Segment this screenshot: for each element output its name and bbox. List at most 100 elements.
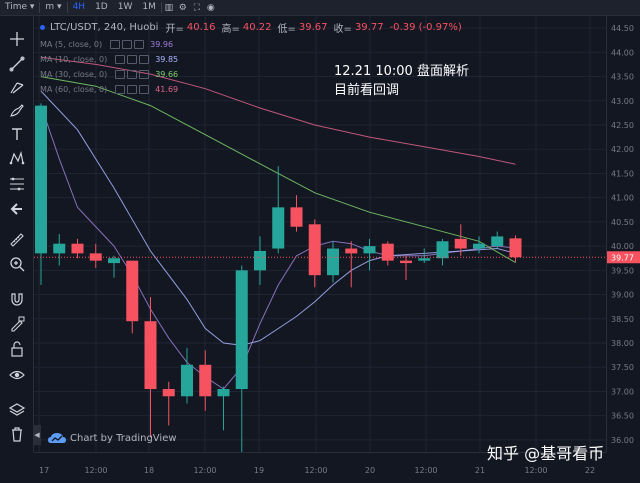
candle-body[interactable]: [108, 258, 120, 264]
candle-body[interactable]: [290, 207, 303, 227]
candle-body[interactable]: [491, 236, 504, 247]
candle-body[interactable]: [162, 389, 175, 397]
candle-body[interactable]: [272, 207, 285, 249]
layers-icon[interactable]: [6, 400, 28, 420]
low-value: 39.67: [298, 22, 328, 33]
trend-line-icon[interactable]: [6, 54, 28, 74]
timeframe-1m[interactable]: 1M: [142, 2, 156, 12]
collapse-toolbar-button[interactable]: ◀: [33, 425, 41, 445]
timeframe-1d[interactable]: 1D: [95, 2, 108, 12]
price-tick-label: 43.00: [611, 97, 634, 106]
price-tick-label: 37.50: [611, 363, 634, 372]
indicator-controls[interactable]: [115, 85, 150, 94]
candle-body[interactable]: [53, 243, 66, 254]
price-tick-label: 38.00: [611, 339, 634, 348]
eye-icon[interactable]: [115, 70, 126, 79]
timeframe-time[interactable]: Time ▾: [5, 2, 35, 12]
indicator-controls[interactable]: [110, 40, 145, 49]
candle-body[interactable]: [363, 246, 376, 254]
current-price-label: 39.77: [611, 253, 634, 262]
candle-body[interactable]: [400, 260, 412, 264]
brush-icon[interactable]: [6, 100, 28, 120]
candle-body[interactable]: [235, 270, 248, 390]
candle-body[interactable]: [345, 248, 358, 254]
symbol-name[interactable]: LTC/USDT, 240, Huobi: [50, 22, 159, 33]
candle-body[interactable]: [71, 243, 84, 254]
indicator-ma60[interactable]: MA (60, close, 0) 41.69: [40, 85, 178, 94]
eye-icon[interactable]: [110, 40, 121, 49]
timeframe-4h[interactable]: 4H: [72, 2, 86, 12]
price-axis[interactable]: 44.50 44.00 43.50 43.00 42.50 42.00 41.50 41.00…: [606, 16, 640, 452]
candle-body[interactable]: [89, 253, 102, 261]
candle-body[interactable]: [436, 241, 449, 259]
zoom-in-icon[interactable]: [6, 254, 28, 274]
candle-body[interactable]: [126, 260, 139, 322]
trash-icon[interactable]: [6, 424, 28, 444]
candle-body[interactable]: [327, 248, 339, 276]
low-label: 低=: [277, 24, 296, 35]
price-tick-label: 38.50: [611, 315, 634, 324]
indicator-ma30[interactable]: MA (30, close, 0) 39.66: [40, 70, 178, 79]
crosshair-icon[interactable]: [6, 29, 28, 49]
timeframe-1w[interactable]: 1W: [117, 2, 133, 12]
tradingview-logo[interactable]: Chart by TradingView: [48, 432, 177, 444]
price-chart[interactable]: [34, 16, 606, 452]
close-icon[interactable]: [134, 40, 145, 49]
lock-icon[interactable]: [6, 339, 28, 359]
text-icon[interactable]: [6, 124, 28, 144]
indicator-value: 39.96: [150, 40, 174, 49]
ruler-icon[interactable]: [6, 230, 28, 250]
candle-body[interactable]: [381, 243, 394, 261]
settings-icon[interactable]: [122, 40, 133, 49]
candle-body[interactable]: [35, 105, 47, 254]
candle-body[interactable]: [418, 258, 431, 261]
close-icon[interactable]: [139, 55, 150, 64]
eye-icon[interactable]: [115, 55, 126, 64]
candle-body[interactable]: [144, 321, 157, 390]
price-tick-label: 40.50: [611, 218, 634, 227]
time-tick-label: 12:00: [414, 466, 437, 475]
time-tick-label: 12:00: [84, 466, 107, 475]
fib-icon[interactable]: [6, 174, 28, 194]
candles-icon[interactable]: ▥: [164, 2, 174, 13]
price-tick-label: 36.00: [611, 436, 634, 445]
eye-icon[interactable]: [6, 365, 28, 385]
ma-line-2: [40, 76, 516, 264]
settings-icon[interactable]: ⚙: [178, 2, 187, 13]
settings-icon[interactable]: [127, 55, 138, 64]
high-value: 40.22: [242, 22, 272, 33]
candle-body[interactable]: [308, 224, 321, 276]
price-tick-label: 43.50: [611, 73, 634, 82]
candle-body[interactable]: [473, 243, 485, 249]
price-tick-label: 44.00: [611, 48, 634, 57]
lock-pencil-icon[interactable]: [6, 314, 28, 334]
candle-body[interactable]: [454, 238, 467, 249]
close-value: 39.77: [354, 22, 384, 33]
indicator-value: 39.85: [155, 55, 179, 64]
candle-body[interactable]: [509, 238, 522, 258]
open-label: 开=: [165, 24, 184, 35]
arrow-left-icon[interactable]: [6, 199, 28, 219]
settings-icon[interactable]: [127, 70, 138, 79]
pattern-icon[interactable]: [6, 148, 28, 168]
close-icon[interactable]: [139, 70, 150, 79]
timeframe-m[interactable]: m ▾: [45, 2, 62, 12]
indicator-controls[interactable]: [115, 70, 150, 79]
fullscreen-icon[interactable]: ⛶: [193, 2, 200, 13]
candle-body[interactable]: [254, 250, 266, 271]
camera-icon[interactable]: ◉: [206, 2, 215, 13]
time-axis[interactable]: 17 12:00 18 12:00 19 12:00 20 12:00 21 12:00 22: [34, 452, 606, 483]
candle-body[interactable]: [217, 389, 230, 397]
indicator-ma5[interactable]: MA (5, close, 0) 39.96: [40, 40, 173, 49]
chart-annotation[interactable]: 12.21 10:00 盘面解析 目前看回调: [334, 62, 469, 100]
time-tick-label: 20: [365, 466, 375, 475]
indicator-controls[interactable]: [115, 55, 150, 64]
eye-icon[interactable]: [115, 85, 126, 94]
settings-icon[interactable]: [127, 85, 138, 94]
candle-body[interactable]: [199, 364, 212, 397]
magnet-icon[interactable]: [6, 289, 28, 309]
indicator-ma10[interactable]: MA (10, close, 0) 39.85: [40, 55, 178, 64]
candle-body[interactable]: [181, 364, 193, 397]
pitchfork-icon[interactable]: [6, 77, 28, 97]
close-icon[interactable]: [139, 85, 150, 94]
